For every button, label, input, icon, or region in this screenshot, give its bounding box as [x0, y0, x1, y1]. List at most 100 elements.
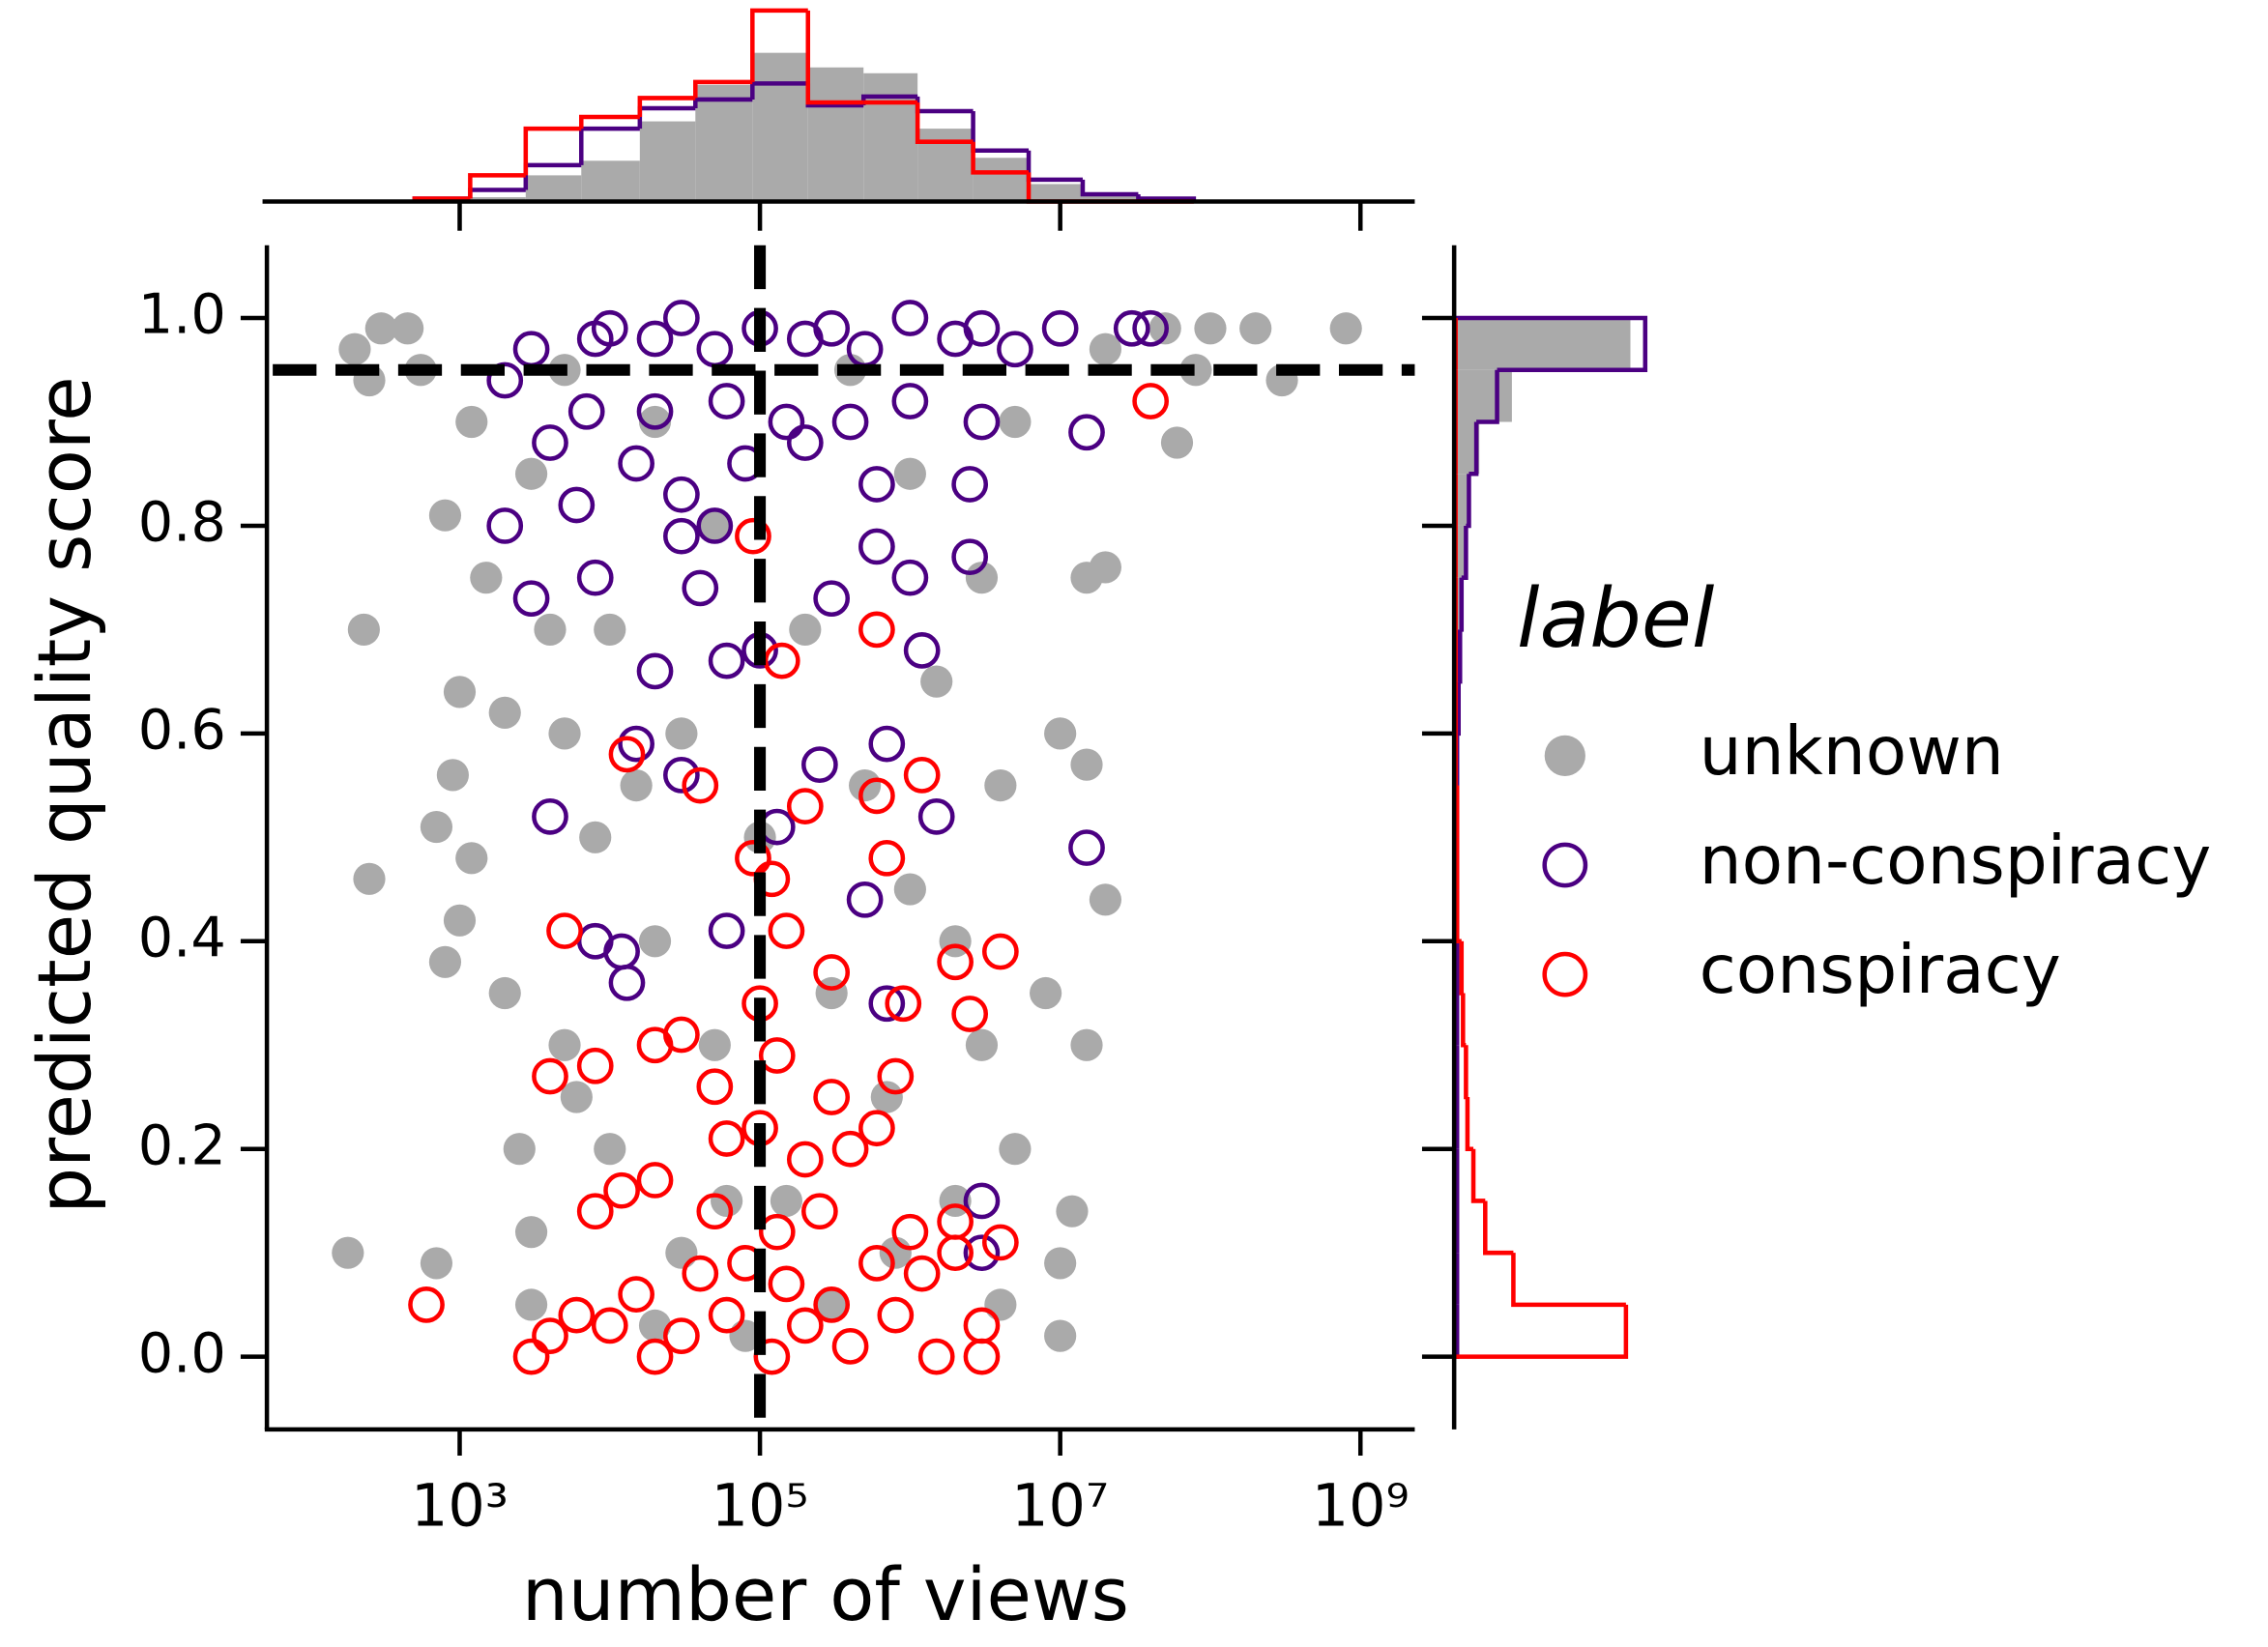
scatter-point: [708, 383, 745, 419]
scatter-point: [786, 320, 824, 358]
scatter-point: [696, 331, 734, 368]
scatter-point: [963, 1307, 1001, 1344]
scatter-point: [963, 1338, 1001, 1375]
histogram-step: [1459, 577, 1465, 632]
scatter-point: [1056, 1195, 1089, 1228]
scatter-point: [937, 320, 974, 358]
scatter-point: [893, 873, 926, 906]
scatter-point: [618, 725, 654, 763]
scatter-point: [532, 797, 568, 835]
histogram-bar: [1082, 195, 1139, 202]
scatter-point: [963, 1182, 1001, 1220]
scatter-point: [636, 1338, 674, 1375]
scatter-point: [1160, 426, 1194, 459]
scatter-point: [488, 976, 521, 1010]
scatter-point: [984, 769, 1017, 802]
scatter-point: [408, 1286, 445, 1323]
scatter-point: [1030, 976, 1062, 1010]
scatter-point: [443, 676, 477, 708]
histogram-bar: [639, 121, 696, 202]
scatter-point: [846, 331, 884, 368]
scatter-point: [534, 613, 567, 647]
x-tick-label: 10⁹: [1312, 1472, 1410, 1540]
scatter-point: [514, 1216, 548, 1249]
scatter-point: [963, 403, 1001, 441]
scatter-point: [858, 528, 895, 565]
scatter-point: [443, 904, 477, 937]
scatter-point: [663, 1016, 700, 1054]
histogram-step: [523, 126, 582, 176]
histogram-step: [1470, 1148, 1486, 1203]
scatter-point: [891, 383, 929, 419]
scatter-point: [813, 954, 851, 991]
legend-title: label: [1517, 571, 1715, 666]
scatter-point: [436, 759, 469, 792]
scatter-point: [591, 1307, 628, 1344]
scatter-point: [638, 405, 672, 439]
scatter-point: [937, 943, 974, 981]
scatter-point: [1329, 312, 1362, 345]
scatter-point: [937, 1203, 974, 1240]
scatter-point: [594, 613, 626, 647]
legend-label: unknown: [1700, 713, 2004, 791]
scatter-point: [1070, 1028, 1103, 1061]
scatter-point: [1089, 332, 1122, 365]
scatter-point: [768, 403, 805, 441]
scatter-point: [636, 1162, 674, 1199]
scatter-point: [708, 912, 745, 949]
scatter-point: [332, 1236, 364, 1269]
scatter-point: [858, 777, 895, 815]
histogram-step: [1465, 1096, 1474, 1151]
x-tick-label: 10³: [411, 1472, 509, 1540]
histogram-bar: [863, 72, 918, 202]
histogram-step: [1511, 1253, 1626, 1308]
scatter-point: [579, 821, 612, 853]
histogram-step: [805, 10, 864, 105]
histogram-step: [637, 96, 696, 118]
scatter-point: [770, 1184, 803, 1218]
scatter-point: [708, 1120, 745, 1157]
scatter-point: [951, 466, 989, 503]
scatter-point: [997, 331, 1033, 368]
scatter-point: [1070, 748, 1103, 781]
scatter-point: [963, 1234, 1001, 1272]
scatter-point: [663, 476, 700, 513]
histogram-step: [468, 173, 526, 199]
y-tick-label: 0.2: [138, 1112, 226, 1177]
legend-marker: [1542, 842, 1588, 888]
histogram-step: [750, 8, 808, 82]
scatter-point: [558, 1296, 596, 1334]
scatter-point: [347, 613, 380, 647]
scatter-point: [636, 320, 674, 358]
scatter-point: [696, 1193, 734, 1230]
scatter-point: [870, 1081, 903, 1113]
scatter-point: [638, 925, 672, 958]
scatter-point: [917, 1338, 955, 1375]
scatter-point: [512, 580, 550, 618]
scatter-point: [420, 1247, 453, 1280]
scatter-point: [893, 457, 926, 490]
scatter-point: [698, 1028, 731, 1061]
scatter-point: [514, 1288, 548, 1321]
scatter-point: [455, 405, 488, 439]
scatter-point: [982, 933, 1019, 970]
scatter-point: [1068, 414, 1105, 451]
scatter-point: [1132, 383, 1170, 419]
scatter-point: [696, 507, 734, 544]
scatter-point: [903, 632, 941, 669]
scatter-point: [768, 1265, 805, 1303]
y-tick-label: 0.0: [138, 1320, 226, 1385]
scatter-point: [1132, 309, 1170, 347]
histogram-bar: [1455, 629, 1461, 682]
scatter-point: [594, 1133, 626, 1166]
scatter-point: [786, 424, 824, 461]
scatter-point: [758, 1213, 796, 1251]
x-tick-label: 10⁵: [712, 1472, 809, 1540]
histogram-step: [1466, 474, 1471, 529]
scatter-point: [891, 300, 929, 336]
scatter-point: [618, 445, 654, 482]
scatter-point: [420, 810, 453, 844]
scatter-point: [708, 1296, 745, 1334]
scatter-point: [636, 652, 674, 690]
